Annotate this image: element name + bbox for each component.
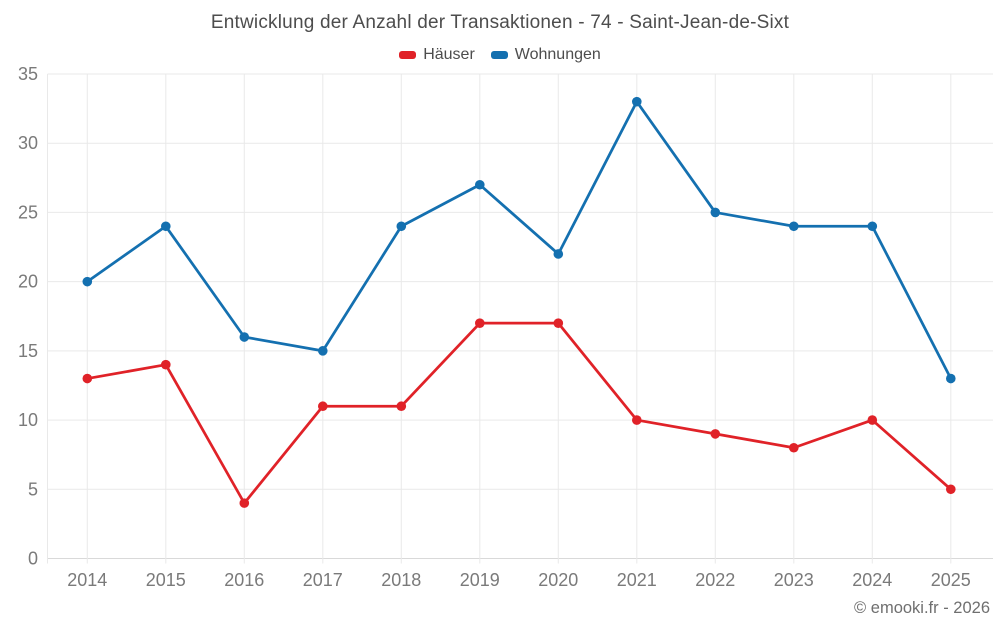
x-axis-labels: 2014 2015 2016 2017 2018 2019 2020 2021 2022 2023…	[67, 570, 971, 590]
data-point-wohnungen[interactable]	[161, 221, 171, 232]
copyright-footer: © emooki.fr - 2026	[854, 599, 990, 617]
data-point-huser[interactable]	[789, 442, 799, 453]
x-tick-label: 2024	[852, 570, 892, 590]
y-tick-label: 25	[18, 202, 38, 222]
data-point-huser[interactable]	[239, 498, 250, 508]
x-tick-label: 2018	[381, 570, 421, 590]
legend-item-wohnungen[interactable]: Wohnungen	[490, 46, 601, 64]
y-tick-label: 15	[18, 341, 38, 361]
y-tick-label: 5	[28, 479, 38, 499]
wohnungen-legend-swatch-icon	[490, 51, 508, 59]
series-wohnungen	[82, 96, 956, 384]
x-tick-label: 2015	[146, 570, 186, 590]
x-tick-label: 2025	[931, 570, 971, 590]
x-tick-label: 2021	[617, 570, 657, 590]
x-tick-label: 2016	[224, 570, 264, 590]
x-tick-label: 2020	[538, 570, 578, 590]
data-point-wohnungen[interactable]	[946, 373, 956, 384]
data-point-wohnungen[interactable]	[396, 221, 407, 232]
data-point-huser[interactable]	[710, 429, 721, 439]
data-point-huser[interactable]	[161, 359, 171, 370]
x-tick-label: 2023	[774, 570, 814, 590]
y-tick-label: 35	[18, 64, 38, 84]
data-point-huser[interactable]	[396, 401, 407, 412]
x-tick-label: 2014	[67, 570, 107, 590]
chart-legend: Häuser Wohnungen	[0, 46, 1000, 64]
legend-label-hauser: Häuser	[423, 46, 475, 63]
data-point-wohnungen[interactable]	[789, 221, 799, 232]
data-point-wohnungen[interactable]	[475, 179, 485, 190]
chart-title: Entwicklung der Anzahl der Transaktionen…	[210, 12, 790, 33]
x-tick-label: 2017	[303, 570, 343, 590]
data-point-huser[interactable]	[632, 415, 642, 425]
data-point-huser[interactable]	[475, 318, 485, 328]
gridlines	[47, 73, 993, 564]
data-point-wohnungen[interactable]	[318, 346, 328, 356]
data-point-wohnungen[interactable]	[239, 332, 250, 342]
legend-label-wohnungen: Wohnungen	[514, 46, 601, 63]
y-axis-labels: 0 5 10 15 20 25 30 35	[18, 64, 38, 569]
data-point-huser[interactable]	[318, 401, 328, 412]
y-tick-label: 30	[18, 133, 38, 153]
y-tick-label: 0	[28, 549, 38, 569]
data-point-huser[interactable]	[867, 415, 878, 425]
series-huser	[82, 318, 956, 508]
data-point-wohnungen[interactable]	[632, 96, 642, 107]
data-point-huser[interactable]	[946, 484, 956, 495]
data-point-wohnungen[interactable]	[710, 207, 721, 218]
x-tick-label: 2019	[460, 570, 500, 590]
data-point-wohnungen[interactable]	[553, 249, 564, 259]
series-line-huser	[85, 321, 953, 505]
y-tick-label: 20	[18, 272, 38, 292]
data-point-wohnungen[interactable]	[82, 276, 93, 287]
data-point-huser[interactable]	[553, 318, 564, 328]
data-point-wohnungen[interactable]	[867, 221, 878, 232]
x-tick-label: 2022	[695, 570, 735, 590]
hauser-legend-swatch-icon	[399, 51, 417, 59]
y-tick-label: 10	[18, 410, 38, 430]
legend-item-hauser[interactable]: Häuser	[399, 46, 475, 64]
series-line-wohnungen	[85, 100, 953, 380]
data-point-huser[interactable]	[82, 373, 93, 384]
